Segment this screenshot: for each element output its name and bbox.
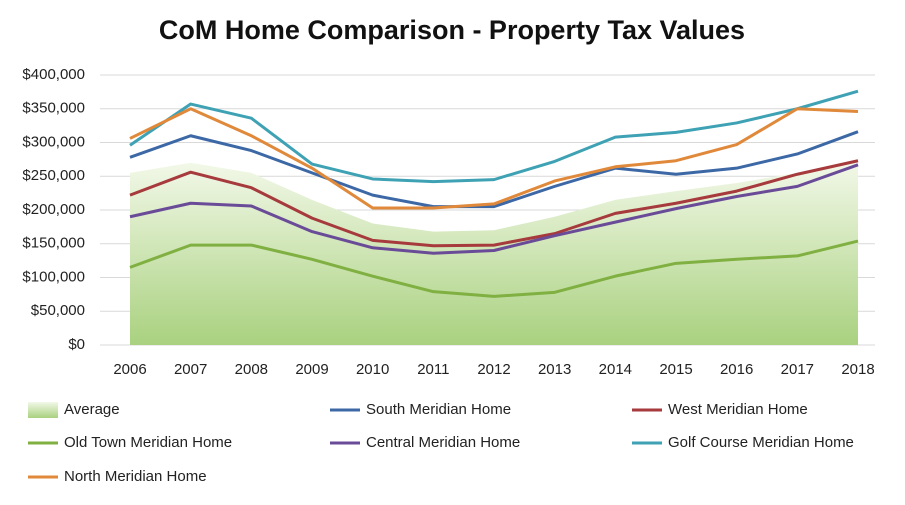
line — [129, 107, 859, 210]
x-tick-label: 2012 — [477, 361, 510, 378]
area — [130, 162, 858, 345]
y-tick-label: $150,000 — [22, 235, 85, 252]
y-tick-label: $50,000 — [31, 302, 85, 319]
line — [129, 239, 859, 298]
x-tick-label: 2007 — [174, 361, 207, 378]
y-tick-label: $300,000 — [22, 133, 85, 150]
legend-label: Central Meridian Home — [366, 434, 520, 451]
line — [129, 130, 859, 209]
x-tick-label: 2016 — [720, 361, 753, 378]
line — [129, 89, 859, 184]
x-tick-label: 2011 — [417, 361, 449, 378]
x-tick-label: 2014 — [599, 361, 632, 378]
legend-label: Old Town Meridian Home — [64, 434, 232, 451]
x-tick-label: 2018 — [841, 361, 874, 378]
legend-label: North Meridian Home — [64, 468, 207, 485]
y-tick-label: $200,000 — [22, 201, 85, 218]
y-tick-label: $350,000 — [22, 100, 85, 117]
x-tick-label: 2006 — [113, 361, 146, 378]
x-tick-label: 2009 — [295, 361, 328, 378]
legend-swatch — [28, 402, 58, 418]
y-tick-label: $100,000 — [22, 268, 85, 285]
y-tick-label: $250,000 — [22, 167, 85, 184]
x-tick-label: 2013 — [538, 361, 571, 378]
x-tick-label: 2017 — [781, 361, 814, 378]
y-tick-label: $400,000 — [22, 66, 85, 83]
legend-label: Golf Course Meridian Home — [668, 434, 854, 451]
x-tick-label: 2008 — [235, 361, 268, 378]
line — [129, 159, 859, 248]
chart-title: CoM Home Comparison - Property Tax Value… — [159, 15, 745, 45]
legend-label: Average — [64, 401, 120, 418]
y-tick-label: $0 — [68, 336, 85, 353]
x-tick-label: 2015 — [659, 361, 692, 378]
x-tick-label: 2010 — [356, 361, 389, 378]
legend-label: South Meridian Home — [366, 401, 511, 418]
legend-label: West Meridian Home — [668, 401, 808, 418]
line — [129, 163, 859, 255]
